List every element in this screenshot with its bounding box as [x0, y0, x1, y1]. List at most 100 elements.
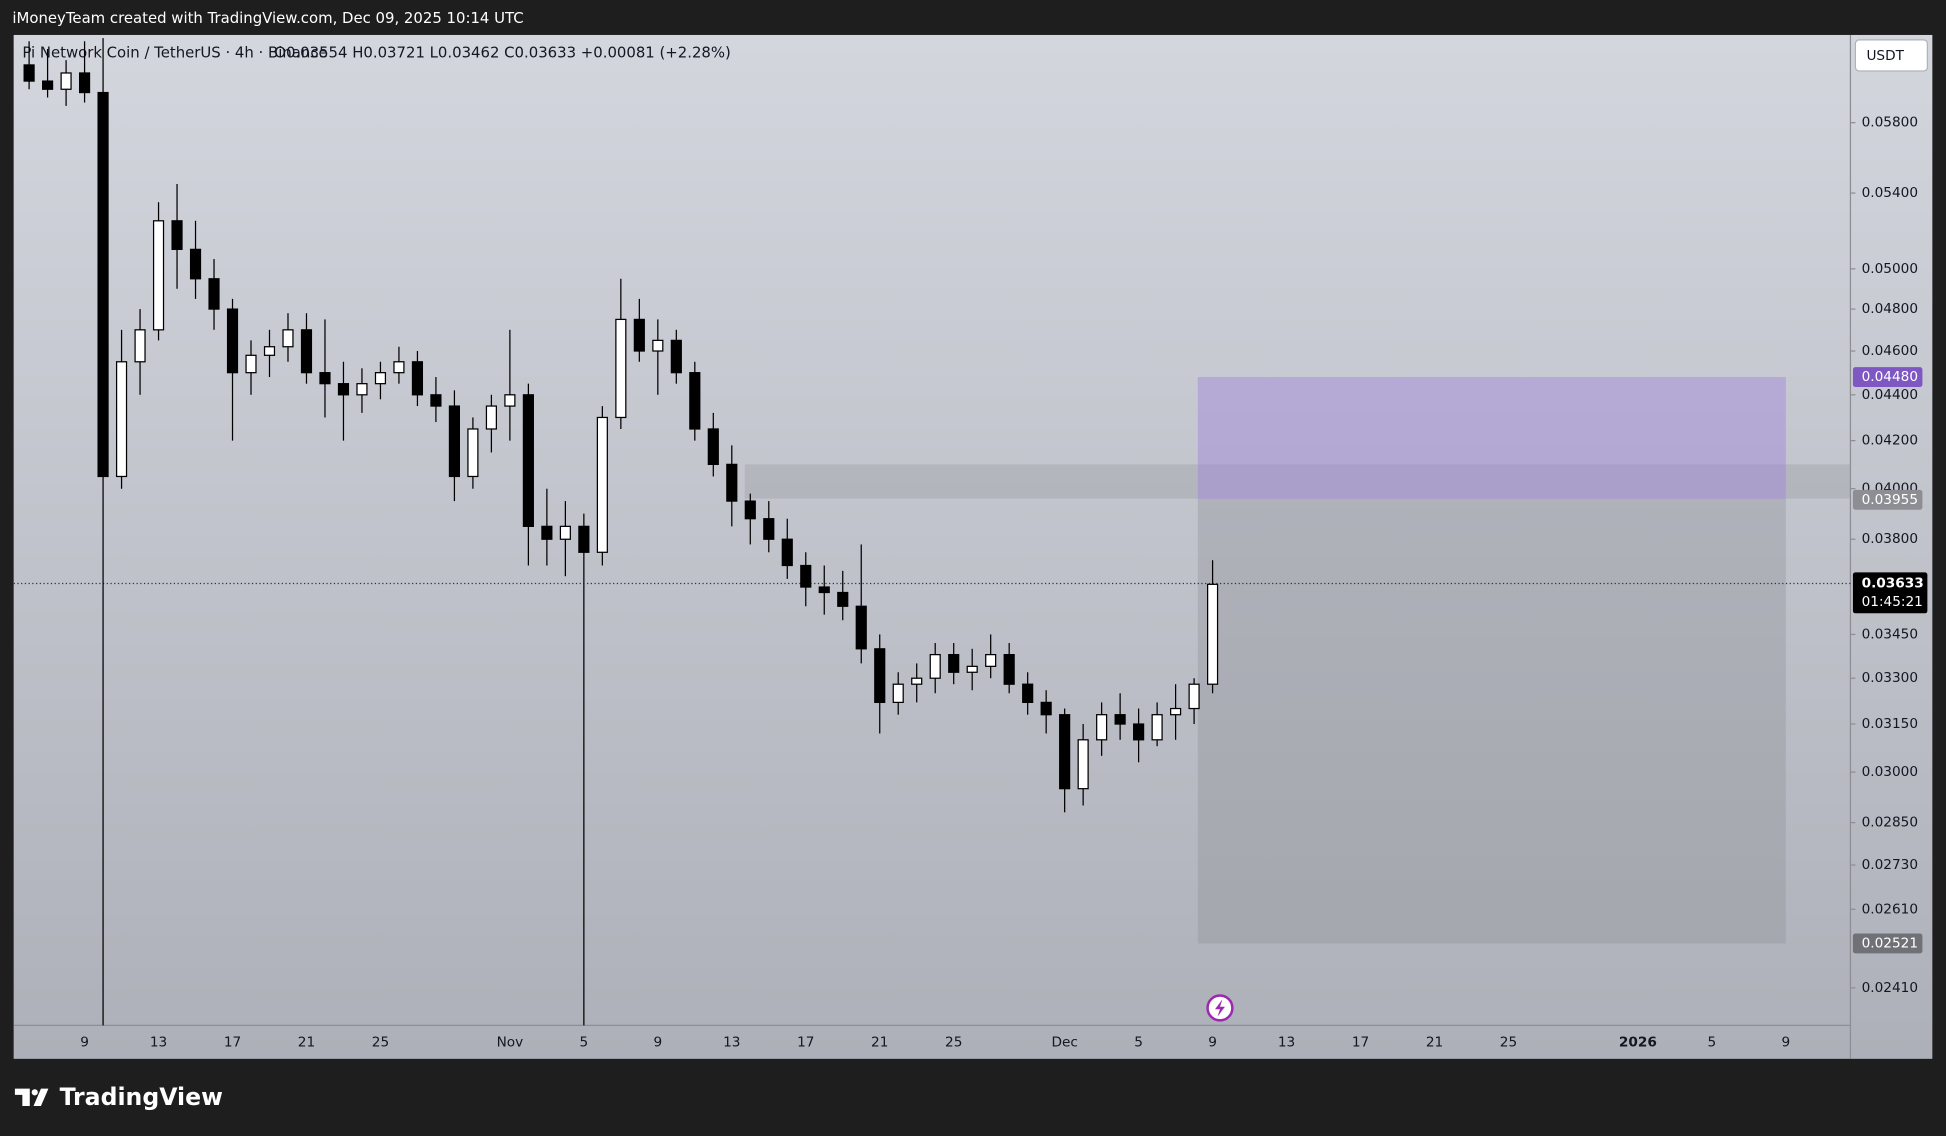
- x-tick-label: 2026: [1619, 1035, 1657, 1051]
- brand: TradingView: [60, 1083, 223, 1111]
- price-label: 0.03955: [1862, 492, 1918, 508]
- candle-body: [411, 361, 424, 396]
- x-tick-label: Dec: [1051, 1035, 1077, 1051]
- price-label-box: [1852, 367, 1923, 387]
- candle-body: [1207, 583, 1219, 685]
- candle-body: [97, 91, 109, 478]
- candle-body: [800, 564, 812, 588]
- countdown: 01:45:21: [1862, 594, 1923, 610]
- candle-body: [578, 525, 590, 553]
- candle-body: [467, 428, 479, 478]
- zone: [1197, 377, 1786, 500]
- candle-body: [393, 361, 405, 374]
- last-price-box: [1852, 572, 1928, 614]
- price-label-box: [1852, 489, 1923, 510]
- candle-body: [60, 72, 72, 90]
- candle-body: [929, 653, 941, 679]
- event-bolt: [1215, 999, 1225, 1017]
- x-tick-label: 9: [1781, 1035, 1790, 1051]
- y-tick-label: 0.02610: [1862, 901, 1918, 917]
- candle-body: [652, 339, 664, 352]
- candle-body: [1077, 739, 1089, 790]
- candle-body: [744, 500, 756, 520]
- candle-body: [837, 591, 849, 607]
- candle-body: [300, 329, 313, 374]
- candle-body: [1114, 714, 1126, 725]
- candle-body: [707, 428, 719, 465]
- y-tick-label: 0.05000: [1862, 261, 1918, 277]
- candle-body: [522, 394, 534, 527]
- candle-body: [374, 372, 387, 385]
- candle-body: [337, 383, 350, 396]
- x-tick-label: 25: [945, 1035, 962, 1051]
- x-tick-label: 5: [1708, 1035, 1717, 1051]
- price-label-box: [1852, 933, 1923, 954]
- plot: Pi Network Coin / TetherUS · 4h · Binanc…: [13, 38, 1851, 1026]
- x-tick-label: 5: [1134, 1035, 1143, 1051]
- y-tick-label: 0.05400: [1862, 185, 1918, 201]
- x-tick-label: 17: [1352, 1035, 1369, 1051]
- candle-body: [633, 318, 645, 352]
- candle-body: [245, 354, 257, 374]
- candle-body: [115, 361, 128, 478]
- candle-body: [1151, 714, 1163, 741]
- x-tick-label: 21: [871, 1035, 888, 1051]
- axes: 0.05800 0.05400 0.05000 0.04800 0.04600 0.044…: [80, 115, 1928, 1051]
- candle-body: [134, 329, 146, 363]
- y-tick-label: 0.04400: [1862, 387, 1918, 403]
- ohlc-summary: O0.03554 H0.03721 L0.03462 C0.03633 +0.0…: [274, 44, 731, 62]
- candle-body: [615, 318, 627, 419]
- candle-body: [189, 248, 202, 280]
- candle-body: [282, 329, 294, 348]
- x-tick-label: 9: [653, 1035, 662, 1051]
- candle-body: [171, 220, 183, 250]
- candle-body: [541, 525, 553, 540]
- candle-body: [263, 346, 276, 356]
- candle-body: [208, 278, 220, 310]
- last-price-label: 0.03633: [1862, 576, 1924, 592]
- currency[interactable]: USDT: [1866, 48, 1904, 64]
- candle-body: [874, 648, 886, 704]
- candle-body: [1003, 653, 1015, 685]
- candle-body: [1059, 714, 1071, 790]
- x-tick-label: 17: [797, 1035, 814, 1051]
- candle-body: [1096, 714, 1108, 741]
- currency-button[interactable]: [1854, 39, 1929, 72]
- candle-body: [356, 383, 368, 396]
- candle-body: [319, 372, 331, 385]
- candle-body: [448, 405, 461, 478]
- y-tick-label: 0.03800: [1862, 531, 1918, 547]
- y-tick-label: 0.03300: [1862, 670, 1918, 686]
- y-tick-label: 0.05800: [1862, 115, 1918, 131]
- candle-body: [226, 308, 239, 374]
- y-tick-label: 0.02410: [1862, 980, 1918, 996]
- candle-body: [1133, 723, 1145, 741]
- x-tick-label: 25: [1500, 1035, 1517, 1051]
- candle-body: [1022, 683, 1034, 704]
- x-tick-label: 25: [372, 1035, 389, 1051]
- x-tick-label: 13: [723, 1035, 740, 1051]
- zone: [1197, 499, 1786, 944]
- candle-body: [966, 665, 978, 673]
- candle-body: [726, 463, 738, 502]
- candle-body: [430, 394, 442, 407]
- candle-body: [504, 394, 516, 407]
- candle-body: [78, 72, 91, 94]
- candle-body: [485, 405, 497, 430]
- candle-body: [596, 416, 608, 553]
- x-tick-label: 9: [1208, 1035, 1217, 1051]
- zone: [744, 464, 1851, 499]
- brand-logo: [14, 1088, 49, 1107]
- chart-background: [13, 34, 1933, 1059]
- candle-body: [985, 653, 997, 667]
- candle-body: [1170, 707, 1182, 716]
- candle-body: [763, 518, 775, 540]
- candle-body: [911, 677, 923, 685]
- candle-body: [1188, 683, 1200, 710]
- x-tick-label: Nov: [497, 1035, 524, 1051]
- price-label: 0.04480: [1862, 369, 1918, 385]
- candle-body: [152, 220, 165, 331]
- candle-body: [23, 64, 35, 82]
- x-tick-label: 9: [80, 1035, 89, 1051]
- symbol: Pi Network Coin / TetherUS · 4h · Binanc…: [22, 44, 327, 62]
